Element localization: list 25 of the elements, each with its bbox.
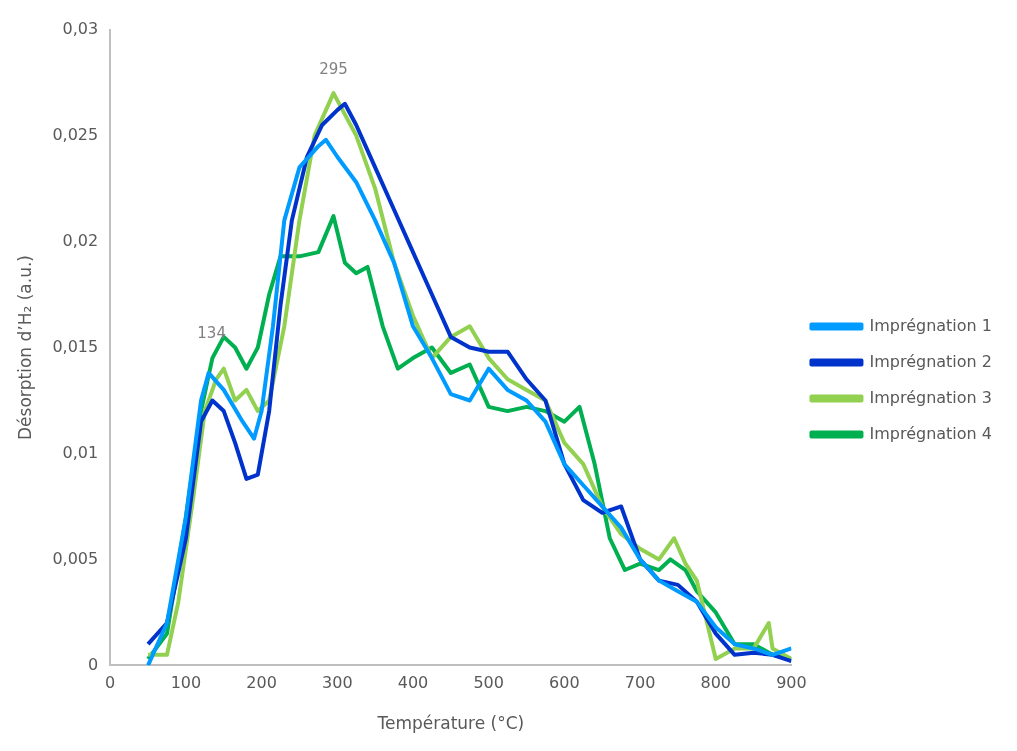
y-tick-label: 0,03 bbox=[62, 18, 99, 38]
legend-label: Imprégnation 2 bbox=[869, 351, 992, 371]
x-tick-label: 200 bbox=[246, 673, 277, 693]
y-tick-label: 0 bbox=[88, 654, 99, 674]
y-axis-title: Désorption d’H₂ (a.u.) bbox=[14, 254, 35, 441]
y-tick-label: 0,015 bbox=[52, 336, 99, 356]
x-tick-label: 0 bbox=[105, 673, 116, 693]
x-tick-label: 700 bbox=[624, 673, 656, 693]
x-tick-label: 500 bbox=[473, 673, 504, 693]
y-tick-label: 0,01 bbox=[62, 442, 99, 462]
legend-label: Imprégnation 3 bbox=[869, 387, 992, 407]
x-tick-label: 800 bbox=[700, 673, 732, 693]
x-axis-title: Température (°C) bbox=[376, 713, 525, 734]
x-tick-label: 600 bbox=[549, 673, 580, 693]
annotation: 295 bbox=[319, 59, 348, 78]
x-tick-label: 300 bbox=[322, 673, 353, 693]
x-tick-label: 100 bbox=[170, 673, 202, 693]
annotation: 134 bbox=[197, 324, 226, 343]
y-tick-label: 0,005 bbox=[52, 548, 99, 568]
y-tick-label: 0,02 bbox=[62, 230, 99, 250]
x-tick-label: 400 bbox=[397, 673, 429, 693]
x-tick-label: 900 bbox=[776, 673, 807, 693]
legend-label: Imprégnation 1 bbox=[869, 315, 992, 335]
legend-label: Imprégnation 4 bbox=[869, 423, 992, 443]
y-tick-label: 0,025 bbox=[52, 124, 99, 144]
